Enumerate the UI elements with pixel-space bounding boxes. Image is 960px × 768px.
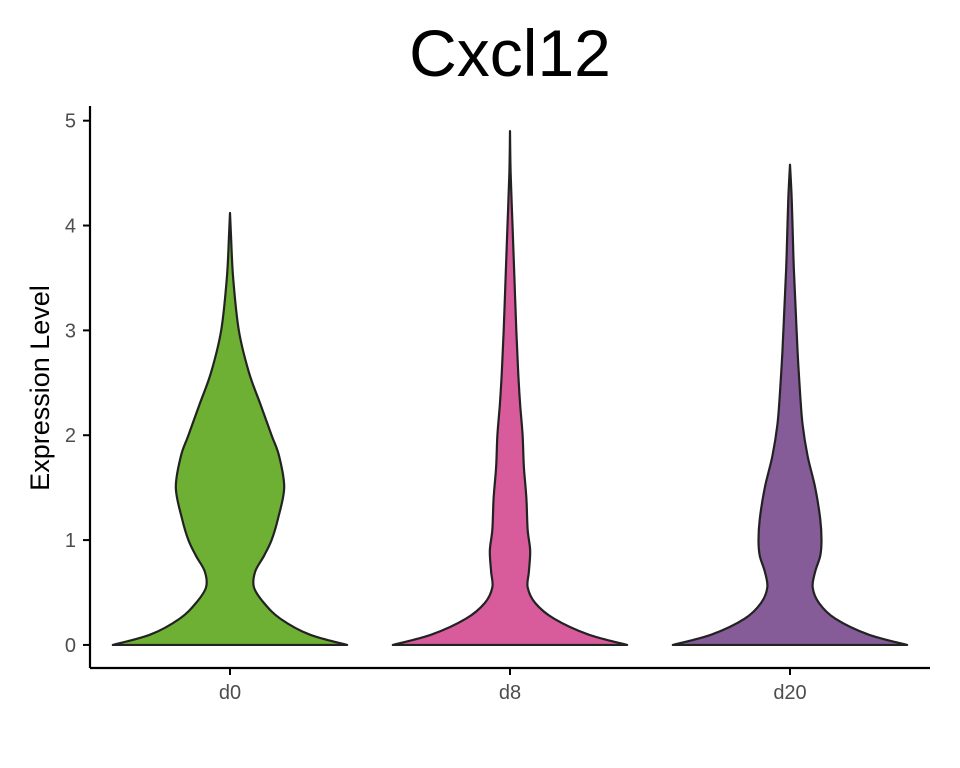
violin-d0 xyxy=(111,211,349,647)
y-tick-label-3: 3 xyxy=(65,320,76,342)
y-tick-label-0: 0 xyxy=(65,635,76,657)
y-tick-label-1: 1 xyxy=(65,530,76,552)
x-axis-ticks: d0 d8 d20 xyxy=(219,668,807,704)
chart-title: Cxcl12 xyxy=(409,16,611,90)
y-axis-title: Expression Level xyxy=(25,285,55,491)
x-tick-label-d20: d20 xyxy=(773,682,806,704)
violin-d20 xyxy=(671,163,909,647)
violin-layer xyxy=(111,130,909,647)
y-tick-label-4: 4 xyxy=(65,216,76,238)
y-axis-ticks: 0 1 2 3 4 5 xyxy=(65,111,90,657)
violin-d8 xyxy=(391,130,629,647)
x-tick-label-d8: d8 xyxy=(499,682,521,704)
y-tick-label-5: 5 xyxy=(65,111,76,133)
y-tick-label-2: 2 xyxy=(65,425,76,447)
x-tick-label-d0: d0 xyxy=(219,682,241,704)
